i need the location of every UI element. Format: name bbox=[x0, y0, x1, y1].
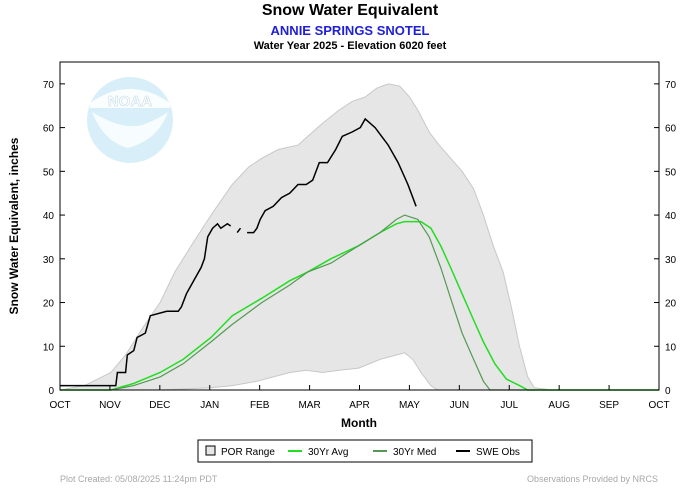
y-tick-label-right: 20 bbox=[665, 299, 677, 310]
x-tick-label: OCT bbox=[648, 400, 669, 411]
noaa-logo-text: NOAA bbox=[108, 93, 152, 110]
legend-swatch-por-range bbox=[205, 445, 216, 456]
legend-label: POR Range bbox=[221, 447, 275, 458]
x-tick-label: DEC bbox=[149, 400, 170, 411]
chart-title: Snow Water Equivalent bbox=[261, 2, 439, 19]
x-tick-label: JUL bbox=[500, 400, 518, 411]
y-tick-label-right: 50 bbox=[665, 167, 677, 178]
x-tick-label: APR bbox=[349, 400, 370, 411]
y-tick-label-right: 0 bbox=[665, 386, 671, 397]
y-axis-label: Snow Water Equivalent, inches bbox=[7, 137, 21, 314]
y-tick-label-left: 60 bbox=[43, 124, 55, 135]
y-tick-label-left: 0 bbox=[48, 386, 54, 397]
x-tick-label: NOV bbox=[99, 400, 121, 411]
median-30yr-line bbox=[60, 214, 659, 391]
swe-obs-line-segment-1 bbox=[60, 222, 232, 387]
x-axis-label: Month bbox=[341, 416, 377, 430]
x-tick-label: FEB bbox=[250, 400, 270, 411]
noaa-logo: NOAA bbox=[87, 77, 173, 163]
x-tick-label: JAN bbox=[200, 400, 219, 411]
swe-obs-line-segment-3 bbox=[247, 117, 417, 234]
legend-box bbox=[197, 439, 533, 463]
legend: POR Range 30Yr Avg 30Yr Med SWE Obs bbox=[197, 439, 533, 463]
x-tick-label: AUG bbox=[548, 400, 570, 411]
x-tick-label: OCT bbox=[49, 400, 70, 411]
legend-label: 30Yr Avg bbox=[308, 447, 348, 458]
y-tick-label-right: 40 bbox=[665, 211, 677, 222]
y-tick-label-left: 30 bbox=[43, 255, 55, 266]
por-range-area bbox=[59, 83, 659, 391]
y-tick-label-left: 40 bbox=[43, 211, 55, 222]
station-name: ANNIE SPRINGS SNOTEL bbox=[270, 23, 430, 38]
x-tick-label: JUN bbox=[450, 400, 469, 411]
x-tick-label: SEP bbox=[599, 400, 619, 411]
legend-label: 30Yr Med bbox=[393, 447, 436, 458]
x-tick-label: MAY bbox=[399, 400, 420, 411]
chart-subtitle: Water Year 2025 - Elevation 6020 feet bbox=[253, 40, 447, 52]
y-tick-label-right: 60 bbox=[665, 124, 677, 135]
y-tick-label-right: 70 bbox=[665, 80, 677, 91]
avg-30yr-line bbox=[60, 220, 659, 391]
swe-obs-line-segment-2 bbox=[236, 227, 242, 234]
legend-label: SWE Obs bbox=[476, 447, 520, 458]
y-tick-label-right: 30 bbox=[665, 255, 677, 266]
x-tick-label: MAR bbox=[298, 400, 320, 411]
y-tick-label-left: 10 bbox=[43, 342, 55, 353]
y-tick-label-left: 50 bbox=[43, 167, 55, 178]
y-tick-label-right: 10 bbox=[665, 342, 677, 353]
plot-created-note: Plot Created: 05/08/2025 11:24pm PDT bbox=[60, 474, 218, 484]
data-provider-note: Observations Provided by NRCS bbox=[526, 474, 658, 484]
y-tick-label-left: 20 bbox=[43, 299, 55, 310]
y-tick-label-left: 70 bbox=[43, 80, 55, 91]
